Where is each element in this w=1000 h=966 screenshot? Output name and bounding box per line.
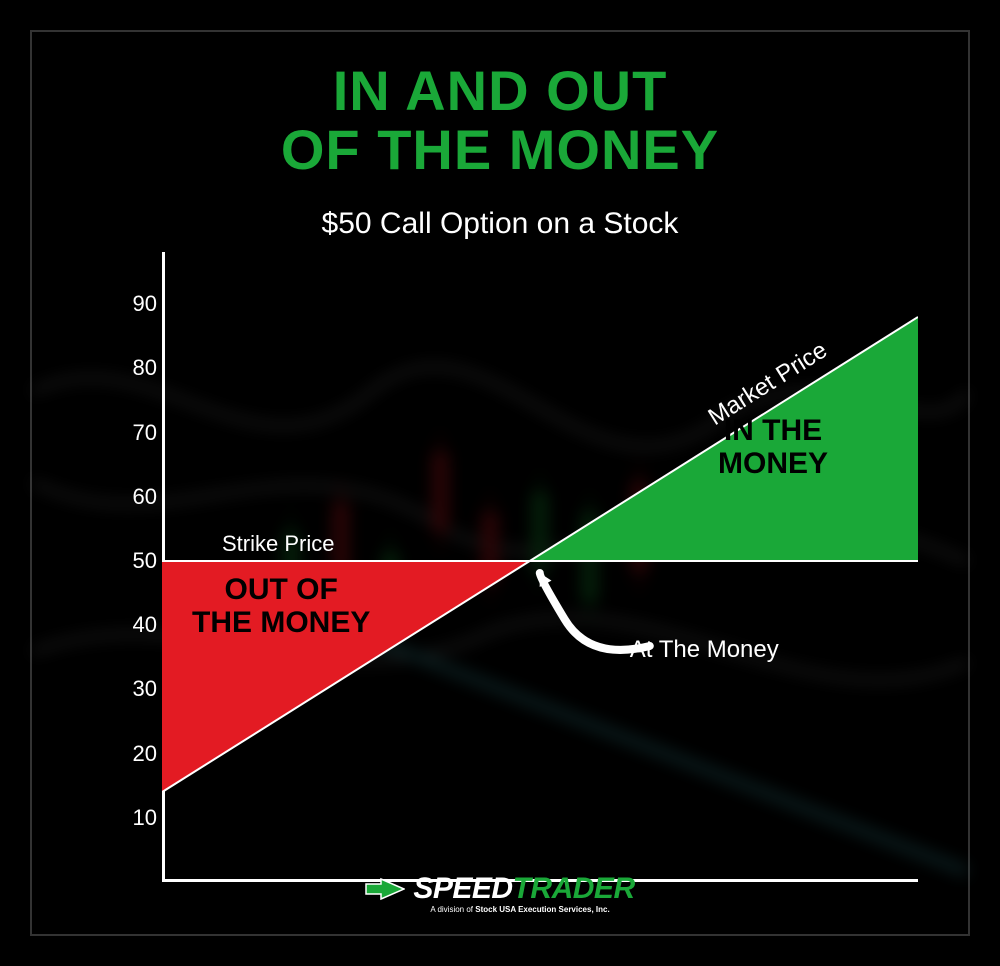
y-tick: 10: [112, 805, 157, 831]
y-tick: 80: [112, 355, 157, 381]
page-subtitle: $50 Call Option on a Stock: [32, 207, 968, 241]
y-tick: 50: [112, 548, 157, 574]
itm-label-line2: MONEY: [718, 447, 828, 480]
logo-subtext-prefix: A division of: [430, 905, 475, 914]
y-tick: 40: [112, 612, 157, 638]
logo-word-speed: SPEED: [413, 872, 512, 905]
content-frame: IN AND OUT OF THE MONEY $50 Call Option …: [30, 30, 970, 936]
at-the-money-label: At The Money: [630, 636, 779, 664]
logo-subtext-bold: Stock USA Execution Services, Inc.: [475, 905, 609, 914]
y-axis-labels: 10 20 30 40 50 60 70 80 90: [112, 272, 157, 882]
logo-arrow-icon: [365, 876, 405, 902]
strike-price-label: Strike Price: [222, 531, 334, 557]
y-tick: 30: [112, 676, 157, 702]
y-tick: 20: [112, 741, 157, 767]
logo-word-trader: TRADER: [513, 872, 635, 905]
logo-subtext: A division of Stock USA Execution Servic…: [72, 905, 968, 914]
itm-label-line1: IN THE: [724, 414, 822, 447]
footer-logo: SPEEDTRADER A division of Stock USA Exec…: [32, 872, 968, 914]
title-line2: OF THE MONEY: [281, 118, 719, 181]
page-title: IN AND OUT OF THE MONEY: [32, 62, 968, 180]
y-tick: 90: [112, 291, 157, 317]
chart-area: 10 20 30 40 50 60 70 80 90 Strike Price Market P…: [112, 272, 918, 882]
y-tick: 70: [112, 420, 157, 446]
plot-area: Strike Price Market Price OUT OF THE MON…: [162, 272, 918, 882]
in-money-label: IN THE MONEY: [718, 414, 828, 480]
otm-label-line1: OUT OF: [225, 573, 338, 606]
out-of-money-label: OUT OF THE MONEY: [192, 573, 370, 639]
y-tick: 60: [112, 484, 157, 510]
otm-label-line2: THE MONEY: [192, 606, 370, 639]
title-line1: IN AND OUT: [333, 59, 668, 122]
